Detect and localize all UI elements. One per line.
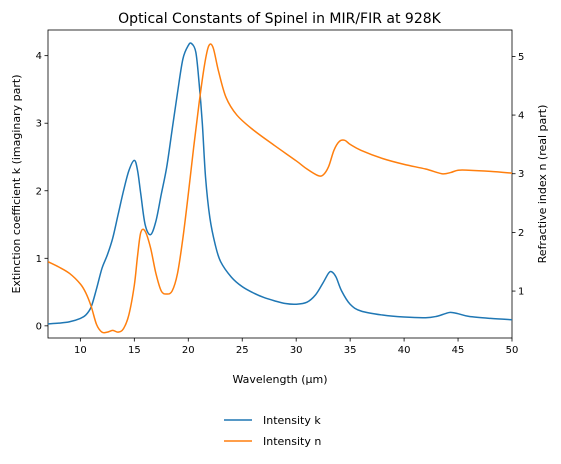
series-lines (48, 42, 512, 334)
right-axis-label: Refractive index n (real part) (536, 105, 549, 264)
right-tick-label: 4 (518, 111, 524, 122)
x-axis-ticks: 10 15 20 25 30 35 40 45 50 (74, 338, 518, 356)
x-tick-label: 45 (452, 345, 465, 356)
right-tick-label: 1 (518, 287, 524, 298)
legend: Intensity k Intensity n (224, 414, 321, 448)
x-tick-label: 35 (344, 345, 357, 356)
left-tick-label: 4 (36, 51, 42, 62)
left-axis-label: Extinction coefficient k (imaginary part… (10, 74, 23, 293)
left-tick-label: 1 (36, 254, 42, 265)
x-tick-label: 20 (182, 345, 195, 356)
x-tick-label: 30 (290, 345, 303, 356)
x-axis-label: Wavelength (μm) (232, 373, 327, 386)
left-tick-label: 0 (36, 321, 42, 332)
left-tick-label: 3 (36, 119, 42, 130)
left-tick-label: 2 (36, 186, 42, 197)
left-axis-ticks: 0 1 2 3 4 (36, 51, 48, 332)
right-tick-label: 5 (518, 52, 524, 63)
series-line-k (48, 42, 512, 325)
series-line-n (48, 43, 512, 334)
x-tick-label: 15 (128, 345, 141, 356)
x-tick-label: 10 (74, 345, 87, 356)
legend-label-n: Intensity n (263, 435, 321, 448)
right-axis-ticks: 1 2 3 4 5 (512, 52, 524, 298)
chart-title: Optical Constants of Spinel in MIR/FIR a… (118, 11, 441, 27)
x-tick-label: 25 (236, 345, 249, 356)
right-tick-label: 2 (518, 228, 524, 239)
right-tick-label: 3 (518, 169, 524, 180)
plot-frame (47, 29, 513, 339)
legend-label-k: Intensity k (263, 414, 321, 427)
x-tick-label: 40 (398, 345, 411, 356)
x-tick-label: 50 (506, 345, 519, 356)
